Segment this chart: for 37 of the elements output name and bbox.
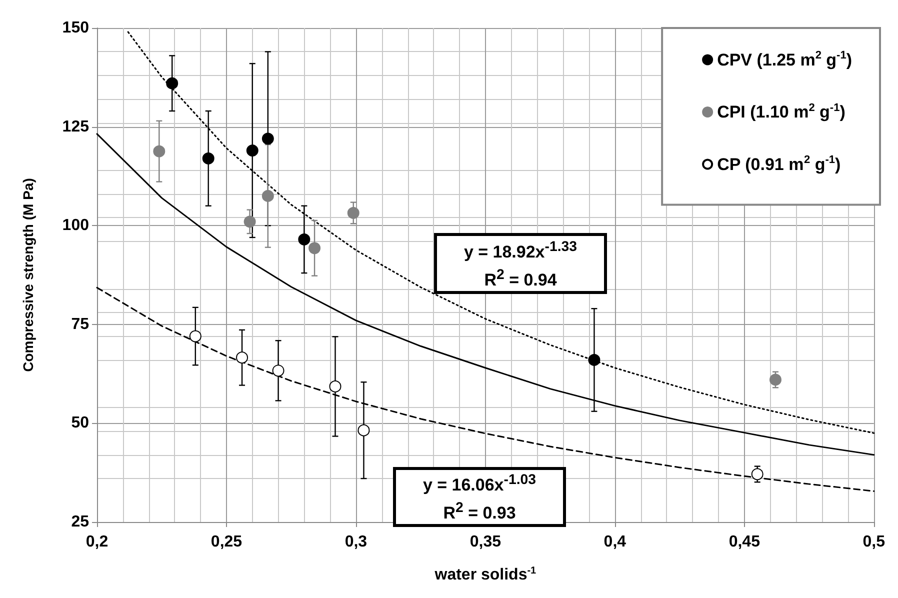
point xyxy=(262,132,274,145)
point xyxy=(202,152,214,164)
point xyxy=(308,242,321,254)
y-tick-label: 100 xyxy=(62,217,90,234)
x-tick-label: 0,45 xyxy=(728,534,760,550)
point xyxy=(588,354,600,366)
point xyxy=(358,424,370,436)
x-tick-label: 0,4 xyxy=(604,534,626,550)
line-series xyxy=(96,133,875,456)
x-tick-label: 0,25 xyxy=(210,534,242,550)
point xyxy=(236,352,248,364)
text-box: y = 16.06x$^{-1.03}$ R$^{2}$ = 0.93 xyxy=(393,467,566,527)
point xyxy=(329,380,342,392)
y-axis-title: Compressive strength (M Pa) xyxy=(20,178,36,372)
text-box: y = 18.92x$^{-1.33}$ R$^{2}$ = 0.94 xyxy=(434,233,607,294)
point xyxy=(244,216,256,228)
point xyxy=(246,144,258,157)
point xyxy=(189,330,202,342)
point xyxy=(262,190,274,202)
y-tick-label: 125 xyxy=(62,118,90,136)
point xyxy=(166,77,178,90)
x-tick-label: 0,2 xyxy=(86,534,108,550)
line-series xyxy=(96,286,875,492)
point xyxy=(769,374,782,386)
point xyxy=(272,364,284,377)
point xyxy=(347,206,360,219)
x-tick-label: 0,5 xyxy=(862,534,886,550)
x-tick-label: 0,3 xyxy=(344,534,368,550)
point xyxy=(298,233,310,246)
y-tick-label: 75 xyxy=(71,316,90,333)
y-tick-label: 150 xyxy=(62,20,90,36)
y-tick-label: 25 xyxy=(71,514,90,530)
x-tick-label: 0,35 xyxy=(470,534,502,550)
line-series xyxy=(127,31,875,434)
y-tick-label: 50 xyxy=(71,414,90,432)
point xyxy=(153,145,166,158)
point xyxy=(751,468,764,480)
